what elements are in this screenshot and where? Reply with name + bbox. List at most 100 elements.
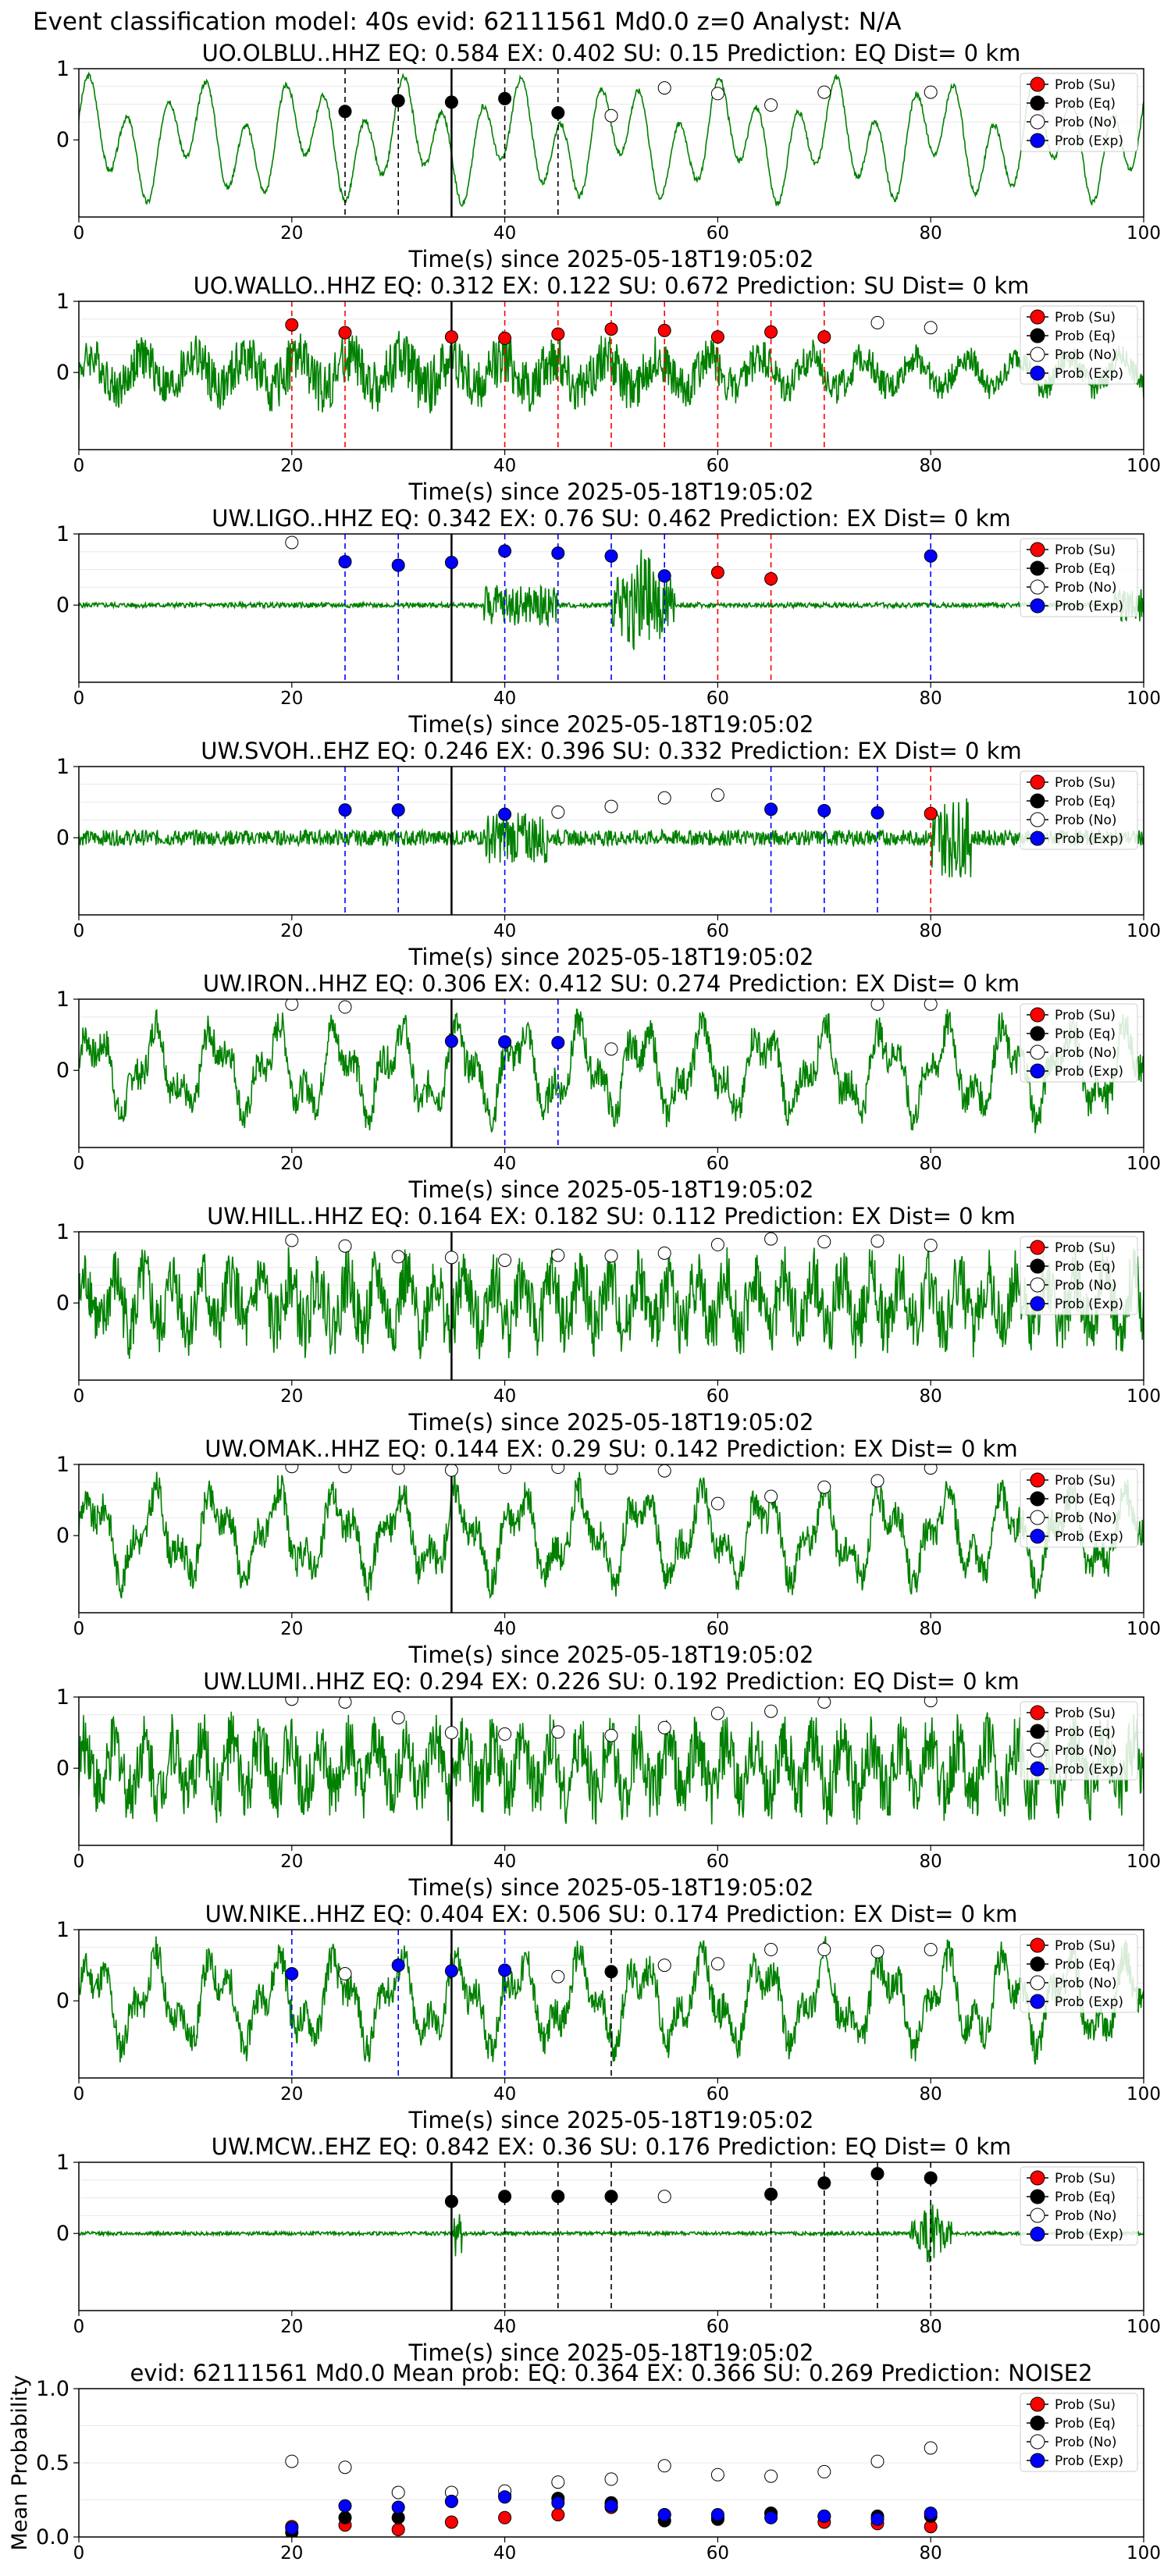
legend-box (1020, 1003, 1138, 1083)
legend-label-no: Prob (No) (1055, 813, 1117, 828)
legend-marker-ex (1030, 1063, 1045, 1079)
legend-label-ex: Prob (Exp) (1055, 2227, 1123, 2243)
panel-title: UW.HILL..HHZ EQ: 0.164 EX: 0.182 SU: 0.1… (207, 1203, 1016, 1229)
prob-point-no (817, 85, 831, 99)
legend-marker-eq (1030, 1956, 1045, 1972)
prob-point-no (657, 1464, 671, 1478)
y-tick-label: 1 (56, 1220, 69, 1244)
x-tick-label: 0 (73, 2543, 85, 2564)
x-tick-label: 60 (707, 1619, 729, 1639)
x-tick-label: 40 (493, 2317, 516, 2337)
prob-point-no (338, 1967, 352, 1981)
legend-marker-eq (1030, 1258, 1045, 1274)
prob-point-no (710, 788, 724, 802)
x-tick-label: 0 (73, 921, 85, 941)
panel-6: UW.OMAK..HHZ EQ: 0.144 EX: 0.29 SU: 0.14… (56, 1436, 1161, 1668)
x-tick-label: 20 (280, 1154, 303, 1174)
legend-marker-eq (1030, 95, 1045, 111)
prob-point-no (444, 1726, 458, 1740)
legend-marker-su (1030, 774, 1045, 790)
prob-point-ex (338, 555, 352, 569)
legend-marker-su (1030, 2170, 1045, 2186)
legend-box (1020, 538, 1138, 617)
legend-marker-ex (1030, 133, 1045, 148)
mean-point-ex (498, 2490, 512, 2504)
x-tick-label: 80 (920, 2084, 942, 2105)
legend-label-su: Prob (Su) (1055, 1008, 1116, 1023)
mean-point-ex (870, 2512, 884, 2526)
mean-point-no (285, 2454, 299, 2468)
prob-point-eq (604, 1965, 618, 1979)
prob-point-no (551, 1725, 565, 1739)
legend-label-eq: Prob (Eq) (1055, 1492, 1116, 1507)
legend-label-eq: Prob (Eq) (1055, 329, 1116, 344)
prob-point-no (817, 1697, 831, 1709)
prob-point-no (285, 999, 299, 1011)
legend-marker-no (1030, 1975, 1045, 1991)
plot-content (79, 1464, 1144, 1613)
y-tick-label: 0 (56, 128, 69, 152)
legend-marker-su (1030, 1937, 1045, 1953)
x-tick-label: 20 (280, 2084, 303, 2105)
x-axis-label: Time(s) since 2025-05-18T19:05:02 (408, 2339, 814, 2366)
legend-label-su: Prob (Su) (1055, 1938, 1116, 1954)
legend-label-eq: Prob (Eq) (1055, 1957, 1116, 1973)
y-tick-label: 0 (56, 1989, 69, 2013)
prob-point-eq (498, 91, 512, 105)
plot-content (79, 301, 1144, 450)
prob-point-no (604, 799, 618, 813)
prob-point-no (924, 1238, 938, 1252)
x-tick-label: 100 (1127, 2084, 1161, 2105)
prob-point-no (710, 1706, 724, 1720)
plot-content (79, 534, 1144, 682)
x-tick-label: 20 (280, 1619, 303, 1639)
plot-area (79, 1464, 1144, 1613)
panel-1: UO.WALLO..HHZ EQ: 0.312 EX: 0.122 SU: 0.… (56, 272, 1161, 505)
prob-point-ex (870, 806, 884, 820)
y-tick-label: 1 (56, 755, 69, 779)
prob-point-ex (444, 1034, 458, 1048)
axes-frame (78, 998, 1144, 1148)
legend-label-eq: Prob (Eq) (1055, 2416, 1116, 2432)
x-tick-label: 60 (707, 1386, 729, 1407)
x-tick-label: 80 (920, 688, 942, 709)
legend-marker-no (1030, 579, 1045, 595)
panel-10: evid: 62111561 Md0.0 Mean prob: EQ: 0.36… (8, 2360, 1161, 2564)
plot-area (79, 999, 1144, 1147)
y-tick-label: 1 (56, 1918, 69, 1942)
legend-box (1020, 2393, 1138, 2472)
y-tick-label: 1.0 (36, 2377, 69, 2401)
legend-marker-no (1030, 347, 1045, 362)
x-axis-label: Time(s) since 2025-05-18T19:05:02 (408, 944, 814, 970)
prob-point-no (870, 315, 884, 329)
prob-point-su (764, 325, 778, 339)
legend-label-no: Prob (No) (1055, 1045, 1117, 1061)
prob-point-no (710, 1957, 724, 1971)
prob-point-no (338, 1239, 352, 1253)
y-tick-label: 0 (56, 593, 69, 617)
legend-label-no: Prob (No) (1055, 1743, 1117, 1759)
legend-marker-eq (1030, 328, 1045, 343)
prob-point-no (657, 2190, 671, 2204)
mean-point-ex (444, 2494, 458, 2508)
legend-marker-su (1030, 309, 1045, 325)
x-tick-label: 40 (493, 2084, 516, 2105)
prob-point-su (710, 330, 724, 344)
legend-label-no: Prob (No) (1055, 2208, 1117, 2224)
x-tick-label: 40 (493, 1386, 516, 1407)
panel-9: UW.MCW..EHZ EQ: 0.842 EX: 0.36 SU: 0.176… (56, 2133, 1161, 2366)
prob-point-no (657, 1246, 671, 1260)
plot-content (79, 767, 1144, 915)
x-axis-label: Time(s) since 2025-05-18T19:05:02 (408, 2107, 814, 2133)
mean-point-ex (764, 2510, 778, 2524)
prob-point-no (551, 805, 565, 819)
legend-marker-no (1030, 2434, 1045, 2450)
x-axis-label: Time(s) since 2025-05-18T19:05:02 (408, 479, 814, 505)
prob-point-no (657, 791, 671, 805)
legend-label-su: Prob (Su) (1055, 77, 1116, 93)
prob-point-ex (924, 549, 938, 563)
prob-point-eq (870, 2167, 884, 2181)
mean-point-su (391, 2523, 405, 2536)
mean-point-ex (338, 2499, 352, 2513)
